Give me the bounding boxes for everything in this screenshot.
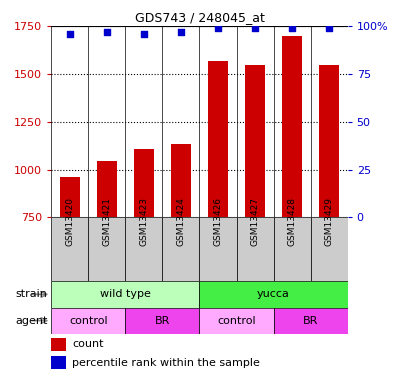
Text: count: count bbox=[72, 339, 103, 349]
Text: GSM13424: GSM13424 bbox=[177, 197, 186, 246]
Bar bbox=[310, 217, 348, 281]
Bar bbox=[162, 217, 199, 281]
Bar bbox=[245, 65, 265, 361]
Point bbox=[215, 25, 221, 31]
Bar bbox=[134, 148, 154, 361]
Text: GSM13420: GSM13420 bbox=[65, 197, 74, 246]
Point bbox=[67, 31, 73, 37]
Point bbox=[326, 25, 332, 31]
Text: strain: strain bbox=[15, 290, 47, 299]
Text: GSM13426: GSM13426 bbox=[213, 197, 222, 246]
Bar bbox=[282, 36, 302, 361]
Bar bbox=[88, 217, 126, 281]
Title: GDS743 / 248045_at: GDS743 / 248045_at bbox=[135, 11, 264, 24]
Text: yucca: yucca bbox=[257, 290, 290, 299]
Bar bbox=[208, 61, 228, 361]
Bar bbox=[199, 281, 348, 308]
Text: BR: BR bbox=[303, 316, 318, 326]
Bar bbox=[51, 356, 66, 369]
Text: GSM13427: GSM13427 bbox=[250, 197, 260, 246]
Bar bbox=[171, 144, 191, 361]
Text: GSM13428: GSM13428 bbox=[288, 197, 297, 246]
Text: percentile rank within the sample: percentile rank within the sample bbox=[72, 358, 260, 368]
Bar bbox=[126, 308, 199, 334]
Text: BR: BR bbox=[155, 316, 170, 326]
Bar bbox=[199, 217, 237, 281]
Bar bbox=[126, 217, 162, 281]
Bar bbox=[274, 217, 310, 281]
Point bbox=[252, 25, 258, 31]
Text: GSM13429: GSM13429 bbox=[325, 197, 334, 246]
Point bbox=[141, 31, 147, 37]
Text: agent: agent bbox=[15, 316, 47, 326]
Bar bbox=[51, 338, 66, 351]
Point bbox=[289, 25, 295, 31]
Text: GSM13421: GSM13421 bbox=[102, 197, 111, 246]
Point bbox=[178, 29, 184, 35]
Text: wild type: wild type bbox=[100, 290, 151, 299]
Bar bbox=[319, 65, 339, 361]
Bar bbox=[274, 308, 348, 334]
Bar bbox=[199, 308, 274, 334]
Bar bbox=[51, 217, 88, 281]
Point bbox=[104, 29, 110, 35]
Bar bbox=[51, 308, 126, 334]
Bar bbox=[237, 217, 274, 281]
Text: control: control bbox=[69, 316, 108, 326]
Bar bbox=[51, 281, 199, 308]
Bar bbox=[60, 177, 80, 361]
Text: GSM13423: GSM13423 bbox=[139, 197, 149, 246]
Text: control: control bbox=[217, 316, 256, 326]
Bar bbox=[97, 161, 117, 361]
